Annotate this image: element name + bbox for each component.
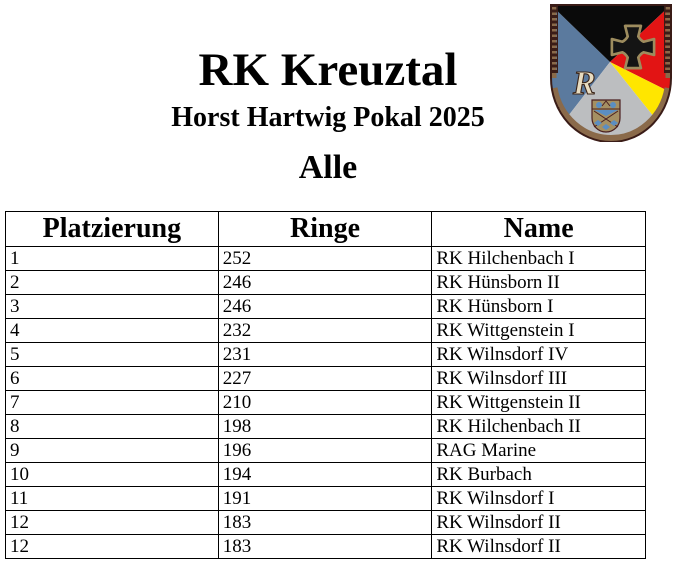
svg-text:R: R xyxy=(572,65,596,102)
